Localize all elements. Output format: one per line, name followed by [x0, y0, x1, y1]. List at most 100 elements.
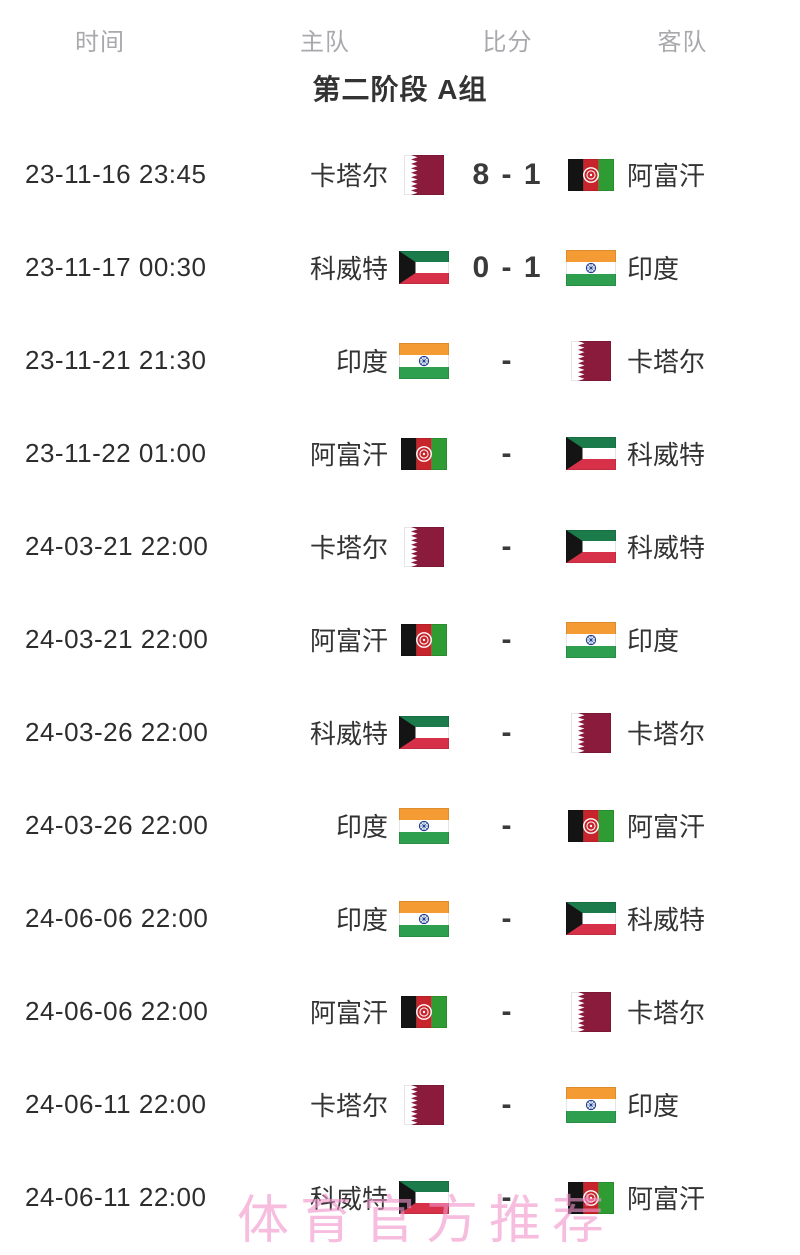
- match-time: 24-06-06 22:00: [25, 996, 209, 1026]
- match-time: 24-06-06 22:00: [25, 903, 209, 933]
- home-afghanistan-flag-icon: [398, 433, 450, 475]
- away-team-name: 科威特: [627, 533, 706, 563]
- away-team-name: 科威特: [627, 440, 706, 470]
- home-team: 印度: [200, 805, 450, 847]
- away-team-name: 阿富汗: [627, 812, 706, 842]
- table-header: 时间 主队 比分 客队: [0, 22, 800, 56]
- away-afghanistan-flag-icon: [565, 1177, 617, 1219]
- match-row[interactable]: 24-03-26 22:00 科威特 - 卡塔尔: [0, 686, 800, 779]
- away-india-flag-icon: [565, 619, 617, 661]
- away-team-name: 卡塔尔: [627, 998, 706, 1028]
- match-row[interactable]: 24-06-11 22:00 卡塔尔 - 印度: [0, 1058, 800, 1151]
- match-score: 8 - 1: [472, 157, 543, 191]
- home-qatar-flag-icon: [398, 154, 450, 196]
- home-team: 科威特: [200, 1177, 450, 1219]
- match-time: 24-06-11 22:00: [25, 1089, 207, 1119]
- home-team-name: 卡塔尔: [309, 161, 388, 191]
- match-time: 23-11-22 01:00: [25, 438, 207, 468]
- home-team: 印度: [200, 340, 450, 382]
- home-team: 印度: [200, 898, 450, 940]
- match-row[interactable]: 24-06-11 22:00 科威特 - 阿富汗: [0, 1151, 800, 1244]
- group-stage-title: 第二阶段 A组: [312, 74, 488, 105]
- home-team: 卡塔尔: [200, 526, 450, 568]
- home-team: 卡塔尔: [200, 1084, 450, 1126]
- match-time: 23-11-17 00:30: [25, 252, 207, 282]
- away-team: 阿富汗: [565, 154, 800, 196]
- match-score: -: [501, 715, 514, 749]
- away-qatar-flag-icon: [565, 991, 617, 1033]
- home-team-name: 卡塔尔: [309, 1091, 388, 1121]
- match-time: 23-11-21 21:30: [25, 345, 207, 375]
- match-row[interactable]: 24-03-26 22:00 印度 - 阿富汗: [0, 779, 800, 872]
- away-india-flag-icon: [565, 1084, 617, 1126]
- home-afghanistan-flag-icon: [398, 991, 450, 1033]
- match-score: -: [501, 994, 514, 1028]
- away-team: 印度: [565, 619, 800, 661]
- away-team-name: 印度: [627, 626, 680, 656]
- home-qatar-flag-icon: [398, 526, 450, 568]
- match-time: 24-03-21 22:00: [25, 624, 209, 654]
- match-score: -: [501, 808, 514, 842]
- away-team-name: 阿富汗: [627, 161, 706, 191]
- match-row[interactable]: 24-03-21 22:00 卡塔尔 - 科威特: [0, 500, 800, 593]
- away-team: 阿富汗: [565, 805, 800, 847]
- match-time: 24-06-11 22:00: [25, 1182, 207, 1212]
- header-home-team: 主队: [300, 29, 350, 56]
- match-time: 24-03-26 22:00: [25, 717, 209, 747]
- home-team-name: 印度: [335, 905, 388, 935]
- match-row[interactable]: 24-06-06 22:00 阿富汗 - 卡塔尔: [0, 965, 800, 1058]
- home-india-flag-icon: [398, 898, 450, 940]
- home-team: 阿富汗: [200, 433, 450, 475]
- home-team-name: 科威特: [309, 1184, 388, 1214]
- home-team-name: 阿富汗: [309, 998, 388, 1028]
- match-score: -: [501, 436, 514, 470]
- match-list: 23-11-16 23:45 卡塔尔 8 - 1 阿富汗 23-11-17 00…: [0, 128, 800, 1244]
- away-team: 科威特: [565, 433, 800, 475]
- home-india-flag-icon: [398, 805, 450, 847]
- home-team-name: 科威特: [309, 254, 388, 284]
- match-row[interactable]: 24-06-06 22:00 印度 - 科威特: [0, 872, 800, 965]
- home-team-name: 科威特: [309, 719, 388, 749]
- home-kuwait-flag-icon: [398, 712, 450, 754]
- match-row[interactable]: 23-11-16 23:45 卡塔尔 8 - 1 阿富汗: [0, 128, 800, 221]
- away-team: 科威特: [565, 526, 800, 568]
- match-row[interactable]: 23-11-17 00:30 科威特 0 - 1 印度: [0, 221, 800, 314]
- away-team: 卡塔尔: [565, 991, 800, 1033]
- match-time: 23-11-16 23:45: [25, 159, 207, 189]
- match-row[interactable]: 23-11-22 01:00 阿富汗 - 科威特: [0, 407, 800, 500]
- match-score: -: [501, 529, 514, 563]
- home-kuwait-flag-icon: [398, 247, 450, 289]
- away-team: 印度: [565, 1084, 800, 1126]
- match-score: -: [501, 1180, 514, 1214]
- away-qatar-flag-icon: [565, 340, 617, 382]
- home-team-name: 印度: [335, 812, 388, 842]
- header-away-team: 客队: [657, 29, 708, 56]
- away-kuwait-flag-icon: [565, 433, 617, 475]
- away-team-name: 阿富汗: [627, 1184, 706, 1214]
- match-time: 24-03-26 22:00: [25, 810, 209, 840]
- match-score: -: [501, 343, 514, 377]
- match-score: -: [501, 1087, 514, 1121]
- home-team: 科威特: [200, 247, 450, 289]
- away-team: 卡塔尔: [565, 712, 800, 754]
- away-afghanistan-flag-icon: [565, 154, 617, 196]
- away-afghanistan-flag-icon: [565, 805, 617, 847]
- away-qatar-flag-icon: [565, 712, 617, 754]
- away-team-name: 印度: [627, 254, 680, 284]
- home-team-name: 阿富汗: [309, 626, 388, 656]
- home-afghanistan-flag-icon: [398, 619, 450, 661]
- home-kuwait-flag-icon: [398, 1177, 450, 1219]
- match-row[interactable]: 24-03-21 22:00 阿富汗 - 印度: [0, 593, 800, 686]
- match-score: 0 - 1: [472, 250, 543, 284]
- away-kuwait-flag-icon: [565, 898, 617, 940]
- header-score: 比分: [482, 29, 533, 56]
- away-team-name: 卡塔尔: [627, 347, 706, 377]
- match-row[interactable]: 23-11-21 21:30 印度 - 卡塔尔: [0, 314, 800, 407]
- match-score: -: [501, 901, 514, 935]
- home-team-name: 阿富汗: [309, 440, 388, 470]
- home-team-name: 印度: [335, 347, 388, 377]
- home-team: 卡塔尔: [200, 154, 450, 196]
- away-team-name: 科威特: [627, 905, 706, 935]
- away-team: 卡塔尔: [565, 340, 800, 382]
- away-team: 科威特: [565, 898, 800, 940]
